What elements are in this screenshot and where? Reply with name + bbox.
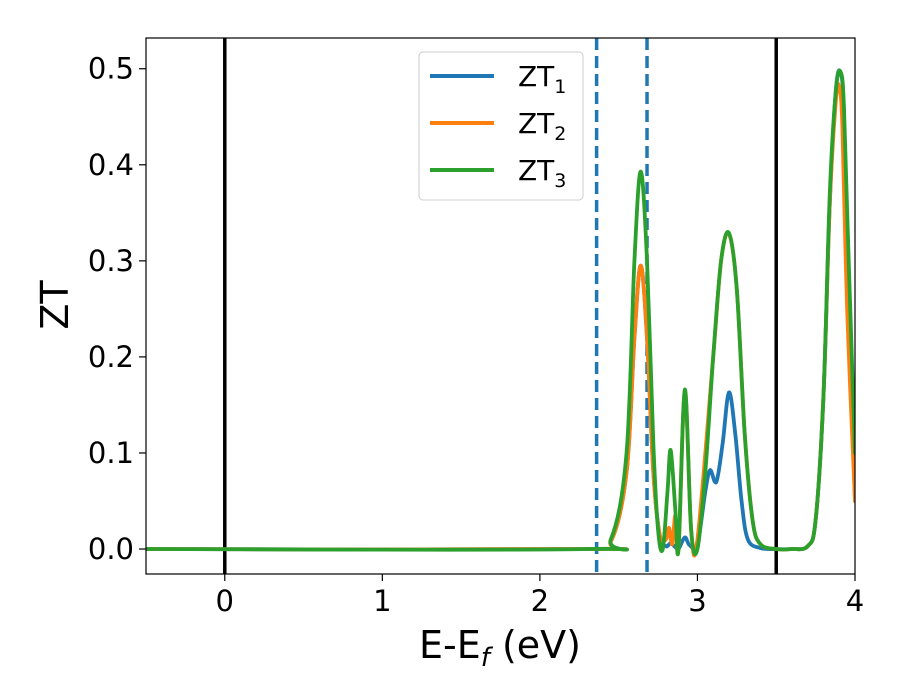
- y-tick-label-3: 0.3: [88, 244, 134, 278]
- x-axis-title-main: E-E: [419, 623, 481, 667]
- y-tick-label-4: 0.4: [88, 148, 134, 182]
- legend-label-2: ZT2: [518, 107, 566, 145]
- x-axis-title: E-Ef (eV): [419, 623, 581, 673]
- x-tick-label-1: 1: [373, 584, 391, 618]
- series-lines: [146, 68, 855, 558]
- y-tick-label-5: 0.5: [88, 52, 134, 86]
- legend-label-1: ZT1: [518, 60, 566, 98]
- x-axis-title-suffix: (eV): [490, 623, 581, 667]
- x-tick-label-2: 2: [531, 584, 549, 618]
- y-tick-label-1: 0.1: [88, 436, 134, 470]
- x-tick-label-3: 3: [688, 584, 706, 618]
- y-tick-label-2: 0.2: [88, 340, 134, 374]
- y-axis-ticks: 0.0 0.1 0.2 0.3 0.4 0.5: [88, 52, 146, 566]
- plot-frame: [145, 37, 856, 575]
- x-axis-ticks: 0 1 2 3 4: [216, 574, 864, 618]
- legend-label-3: ZT3: [518, 154, 566, 192]
- vertical-lines: [223, 38, 778, 574]
- x-tick-label-4: 4: [846, 584, 864, 618]
- series-line-3: [146, 68, 855, 557]
- legend: ZT1 ZT2 ZT3: [418, 51, 584, 201]
- y-tick-label-0: 0.0: [88, 532, 134, 566]
- y-axis-title: ZT: [33, 280, 77, 330]
- legend-box: [418, 51, 584, 201]
- x-tick-label-0: 0: [216, 584, 234, 618]
